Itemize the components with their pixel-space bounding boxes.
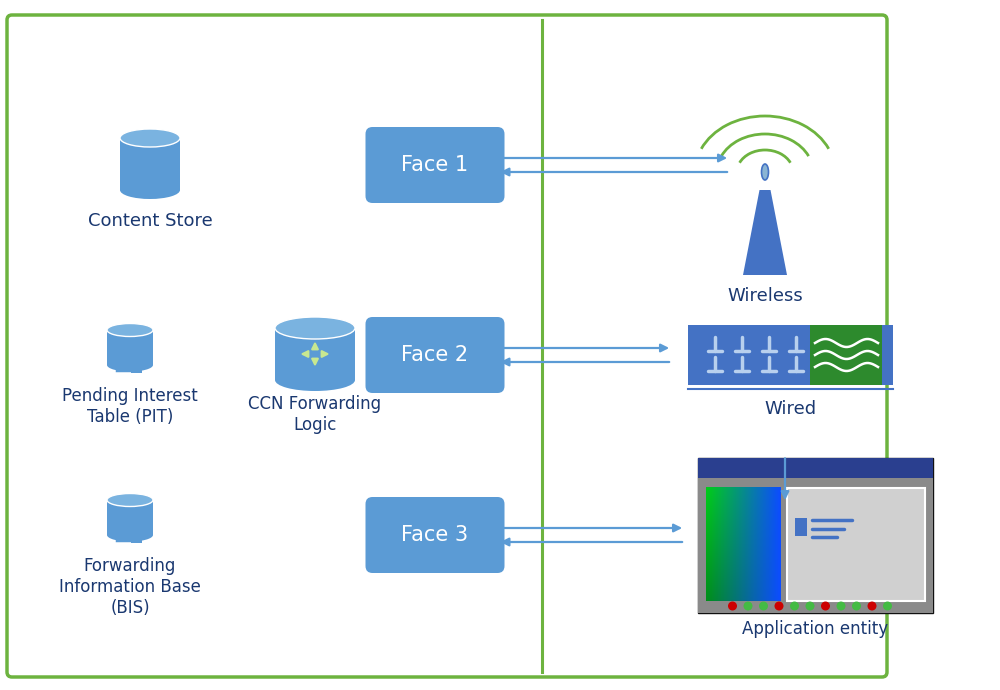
FancyBboxPatch shape xyxy=(698,457,933,477)
Text: Content Store: Content Store xyxy=(88,212,212,230)
FancyBboxPatch shape xyxy=(131,367,142,373)
Circle shape xyxy=(760,602,767,610)
Circle shape xyxy=(729,602,736,610)
Ellipse shape xyxy=(275,317,355,339)
Circle shape xyxy=(744,602,752,610)
Text: Application entity: Application entity xyxy=(742,620,888,638)
Polygon shape xyxy=(275,328,355,380)
Circle shape xyxy=(884,602,891,610)
Ellipse shape xyxy=(275,369,355,391)
Ellipse shape xyxy=(762,164,768,180)
FancyBboxPatch shape xyxy=(366,497,505,573)
FancyBboxPatch shape xyxy=(698,457,933,613)
FancyBboxPatch shape xyxy=(131,538,142,543)
Circle shape xyxy=(806,602,814,610)
Ellipse shape xyxy=(107,324,153,337)
Ellipse shape xyxy=(107,493,153,506)
FancyBboxPatch shape xyxy=(366,127,505,203)
Text: Face 2: Face 2 xyxy=(401,345,469,365)
Ellipse shape xyxy=(120,129,180,147)
FancyBboxPatch shape xyxy=(366,317,505,393)
Polygon shape xyxy=(107,500,153,535)
Circle shape xyxy=(775,602,783,610)
Polygon shape xyxy=(120,138,180,190)
Ellipse shape xyxy=(107,529,153,542)
Ellipse shape xyxy=(120,181,180,199)
Text: Wired: Wired xyxy=(764,400,816,418)
Ellipse shape xyxy=(107,359,153,371)
FancyBboxPatch shape xyxy=(786,488,925,600)
Polygon shape xyxy=(743,190,787,275)
Circle shape xyxy=(791,602,798,610)
Circle shape xyxy=(837,602,845,610)
Text: Pending Interest
Table (PIT): Pending Interest Table (PIT) xyxy=(62,387,198,426)
FancyBboxPatch shape xyxy=(698,477,933,613)
Text: Face 3: Face 3 xyxy=(401,525,469,545)
FancyBboxPatch shape xyxy=(688,325,893,385)
FancyBboxPatch shape xyxy=(151,193,162,198)
Circle shape xyxy=(822,602,829,610)
FancyBboxPatch shape xyxy=(810,325,882,385)
Text: Face 1: Face 1 xyxy=(401,155,469,175)
Polygon shape xyxy=(107,330,153,365)
Text: CCN Forwarding
Logic: CCN Forwarding Logic xyxy=(248,395,382,434)
Circle shape xyxy=(868,602,876,610)
Text: Forwarding
Information Base
(BIS): Forwarding Information Base (BIS) xyxy=(59,557,201,617)
FancyBboxPatch shape xyxy=(794,518,806,536)
Circle shape xyxy=(853,602,860,610)
Text: Wireless: Wireless xyxy=(727,287,803,305)
